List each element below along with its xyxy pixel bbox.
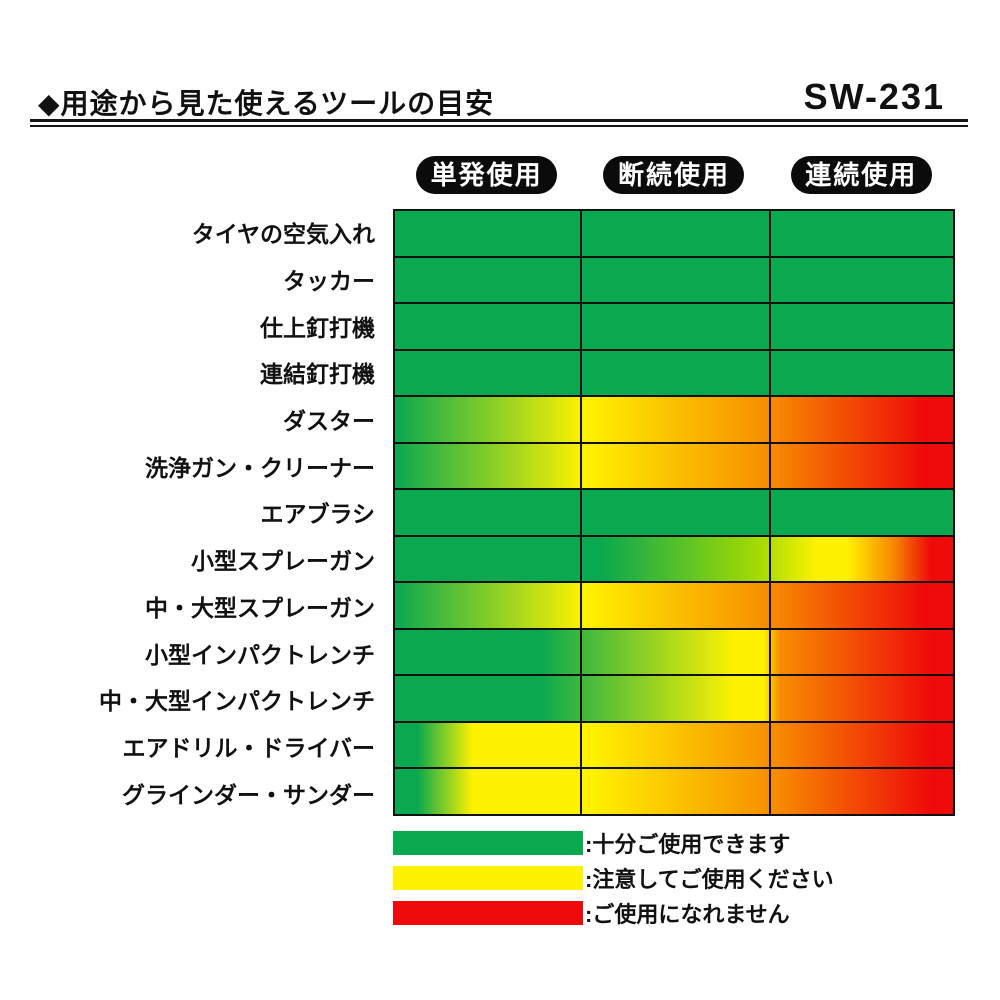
- row-label: 小型スプレーガン: [191, 548, 375, 575]
- legend-label-no: :ご使用になれません: [585, 902, 790, 927]
- heatmap-row: [395, 629, 953, 677]
- legend-label-ok: :十分ご使用できます: [585, 832, 791, 857]
- row-label: タッカー: [283, 268, 375, 295]
- heatmap-row: [395, 350, 953, 398]
- legend-entry-ok: :十分ご使用できます: [393, 831, 834, 857]
- title-divider: [30, 119, 968, 127]
- heatmap-row: [395, 304, 953, 351]
- legend-swatch-red: [393, 901, 583, 925]
- row-labels: タイヤの空気入れタッカー仕上釘打機連結釘打機ダスター洗浄ガン・クリーナーエアブラ…: [0, 209, 384, 816]
- row-label: 小型インパクトレンチ: [145, 641, 375, 668]
- row-label: エアブラシ: [260, 501, 375, 528]
- row-label: 洗浄ガン・クリーナー: [145, 454, 375, 481]
- page-title: ◆用途から見た使えるツールの目安: [38, 88, 495, 119]
- heatmap-row: [395, 722, 953, 770]
- heatmap-row: [395, 583, 953, 630]
- column-divider-2: [769, 211, 771, 814]
- heatmap-row: [395, 769, 953, 814]
- usability-grid: [393, 209, 955, 816]
- legend-entry-caution: :注意してご使用ください: [393, 866, 834, 892]
- legend-entry-no: :ご使用になれません: [393, 901, 834, 927]
- heatmap-row: [395, 443, 953, 491]
- heatmap-row: [395, 397, 953, 444]
- column-header-tanpatsu: 単発使用: [416, 156, 558, 194]
- legend-label-caution: :注意してご使用ください: [585, 867, 834, 892]
- legend: :十分ご使用できます :注意してご使用ください :ご使用になれません: [393, 831, 834, 936]
- heatmap-row: [395, 536, 953, 584]
- legend-swatch-green: [393, 831, 583, 855]
- heatmap-row: [395, 676, 953, 723]
- legend-swatch-yellow: [393, 866, 583, 890]
- heatmap-row: [395, 490, 953, 537]
- column-divider-1: [580, 211, 582, 814]
- column-headers: 単発使用 断続使用 連続使用: [393, 155, 955, 195]
- heatmap-row: [395, 257, 953, 305]
- row-label: タイヤの空気入れ: [191, 221, 375, 248]
- column-header-renzoku: 連続使用: [790, 156, 932, 194]
- model-number: SW-231: [803, 76, 945, 117]
- row-label: エアドリル・ドライバー: [122, 734, 375, 761]
- row-label: 仕上釘打機: [260, 314, 375, 341]
- row-label: 中・大型スプレーガン: [145, 594, 375, 621]
- heatmap-row: [395, 211, 953, 258]
- column-header-danzoku: 断続使用: [603, 156, 745, 194]
- row-label: グラインダー・サンダー: [122, 781, 375, 808]
- row-label: 連結釘打機: [260, 361, 375, 388]
- row-label: 中・大型インパクトレンチ: [99, 688, 375, 715]
- row-label: ダスター: [283, 408, 375, 435]
